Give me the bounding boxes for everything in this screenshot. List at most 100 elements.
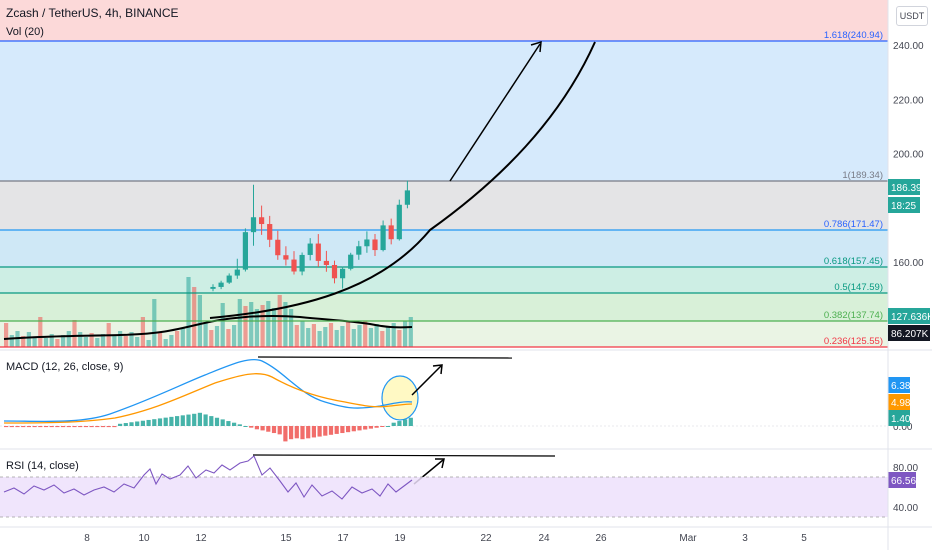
macd-histogram-bar: [363, 426, 368, 430]
time-tick: Mar: [679, 533, 697, 544]
volume-bar: [266, 301, 271, 347]
volume-bar: [209, 330, 214, 347]
price-tick: 160.00: [893, 258, 924, 269]
candle-up: [396, 204, 402, 240]
volume-bar: [146, 340, 151, 347]
volume-bar: [26, 332, 31, 347]
macd-histogram-bar: [38, 426, 43, 428]
currency-unit-button[interactable]: USDT: [896, 6, 928, 26]
macd-histogram-bar: [100, 426, 106, 428]
volume-bar: [192, 287, 197, 347]
volume-bar: [237, 299, 242, 347]
fib-label: 0.5(147.59): [834, 282, 883, 293]
macd-value-tag: [888, 394, 910, 410]
candle-down: [388, 225, 394, 240]
volume-bar: [249, 302, 254, 347]
target-arrowhead: [530, 40, 542, 53]
volume-bar: [408, 317, 413, 347]
user-drawings[interactable]: [209, 40, 596, 485]
candle-down: [331, 264, 338, 279]
time-axis[interactable]: 8 10 12 15 17 19 22 24 26 Mar 3 5: [84, 533, 807, 544]
volume-bar: [283, 302, 288, 347]
macd-value-text: 4.98: [891, 398, 911, 409]
macd-indicator-label[interactable]: MACD (12, 26, close, 9): [6, 361, 123, 373]
volume-bar: [61, 335, 66, 347]
volume-bar: [112, 335, 117, 347]
fib-zone-1618: [0, 41, 888, 181]
volume-bar: [49, 334, 54, 347]
macd-arrowhead: [432, 364, 443, 375]
volume-bar: [21, 336, 26, 347]
macd-histogram-bar: [323, 426, 328, 436]
macd-histogram-bar: [152, 419, 157, 426]
macd-histogram-bar: [140, 420, 145, 426]
volume-bar: [340, 326, 345, 347]
volume-ma-line: [3, 315, 413, 340]
macd-histogram-bar: [9, 426, 14, 428]
fibonacci-levels[interactable]: 1.618(240.94) 1(189.34) 0.786(171.47) 0.618…: [0, 30, 888, 348]
macd-histogram-bar: [300, 426, 305, 440]
fib-label: 1.618(240.94): [824, 30, 883, 41]
macd-histogram-bar: [32, 426, 37, 428]
macd-histogram-bar: [283, 426, 288, 442]
volume-bar: [226, 329, 231, 347]
price-tag: [888, 325, 930, 341]
symbol-title[interactable]: Zcash / TetherUS, 4h, BINANCE: [6, 6, 179, 20]
volume-bar: [254, 309, 259, 347]
macd-value-text: 6.38: [891, 381, 911, 392]
volume-bar: [135, 337, 140, 347]
candle-up: [404, 190, 410, 205]
candle-up: [226, 275, 232, 283]
macd-histogram-bar: [306, 426, 311, 439]
macd-histogram-bar: [368, 426, 373, 429]
price-tick: 220.00: [893, 95, 924, 106]
macd-histogram-bar: [163, 417, 168, 426]
macd-histogram-bar: [135, 421, 140, 426]
volume-bar: [95, 338, 100, 347]
time-tick: 5: [801, 533, 807, 544]
rsi-arrowhead: [435, 458, 445, 469]
macd-tick: 0.00: [893, 422, 913, 433]
macd-histogram-bar: [89, 426, 94, 428]
rsi-band: [0, 477, 888, 517]
volume-bar: [66, 331, 71, 347]
time-tick: 10: [138, 533, 150, 544]
fib-label: 0.382(137.74): [824, 310, 883, 321]
macd-histogram-bar: [180, 415, 185, 426]
rsi-indicator-label[interactable]: RSI (14, close): [6, 460, 79, 472]
macd-histogram-bar: [43, 426, 49, 428]
volume-bar: [55, 339, 60, 347]
volume-bar: [306, 328, 311, 347]
macd-value-tag: [888, 377, 910, 393]
macd-histogram-bar: [266, 426, 271, 432]
macd-histogram-bar: [214, 417, 220, 426]
fib-zone-1: [0, 181, 888, 230]
price-tag-text: 18:25: [891, 201, 916, 212]
fib-label: 0.618(157.45): [824, 256, 883, 267]
volume-indicator-label[interactable]: Vol (20): [6, 26, 44, 38]
macd-histogram-bar: [260, 426, 265, 431]
fib-label: 0.236(125.55): [824, 336, 883, 347]
candle-up: [234, 269, 240, 276]
time-tick: 15: [280, 533, 292, 544]
macd-histogram-bar: [55, 426, 60, 428]
volume-bar: [100, 334, 106, 347]
macd-histogram-bar: [112, 426, 117, 428]
macd-value-text: 1.40: [891, 414, 911, 425]
candle-up: [340, 268, 346, 279]
fib-label: 1(189.34): [842, 170, 883, 181]
volume-bar: [385, 327, 391, 347]
volume-bar: [9, 335, 14, 347]
price-tag-text: 86.207K: [891, 329, 929, 340]
time-tick: 8: [84, 533, 90, 544]
price-tag-text: 127.636K: [891, 312, 932, 323]
macd-histogram-bar: [403, 419, 408, 426]
time-tick: 17: [337, 533, 349, 544]
price-tick: 240.00: [893, 41, 924, 52]
volume-bar: [289, 309, 294, 347]
volume-bar: [203, 323, 208, 347]
volume-bar: [397, 330, 402, 347]
macd-histogram-bar: [118, 423, 123, 426]
